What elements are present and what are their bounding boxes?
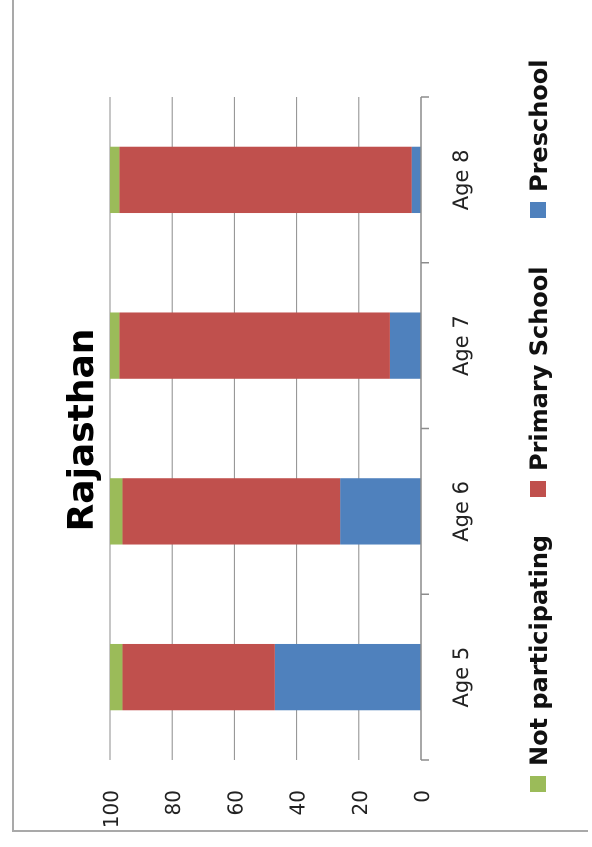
bar-segment-preschool — [389, 312, 421, 379]
legend: Not participating Primary School Preschool — [525, 59, 553, 792]
bar-segment-preschool — [274, 643, 421, 711]
axes — [420, 96, 429, 761]
legend-label: Not participating — [525, 535, 553, 766]
bar-segment-primary-school — [122, 478, 341, 545]
bars — [110, 146, 421, 711]
chart-title: Rajasthan — [61, 329, 102, 532]
y-tick-label: 20 — [348, 790, 372, 815]
x-axis-category-labels: Age 5 Age 6 Age 7 Age 8 — [449, 150, 473, 708]
legend-label: Primary School — [525, 267, 553, 472]
bar-segment-not-participating — [110, 643, 123, 711]
bar-segment-not-participating — [110, 312, 120, 379]
bar-segment-preschool — [411, 146, 421, 214]
y-tick-label: 80 — [161, 790, 185, 815]
y-tick-label: 40 — [286, 790, 310, 815]
y-tick-label: 60 — [223, 790, 247, 815]
bar-segment-preschool — [340, 478, 421, 545]
y-tick-label: 0 — [410, 790, 434, 803]
x-category-label: Age 6 — [449, 481, 473, 542]
bar-segment-primary-school — [119, 146, 412, 214]
y-tick-label: 100 — [99, 790, 123, 828]
x-category-label: Age 8 — [449, 150, 473, 211]
x-category-label: Age 5 — [449, 647, 473, 708]
frame-border — [12, 0, 588, 832]
bar-segment-not-participating — [110, 478, 123, 545]
bar-segment-primary-school — [122, 643, 275, 711]
y-axis-tick-labels: 0 20 40 60 80 100 — [99, 790, 434, 828]
x-category-label: Age 7 — [449, 315, 473, 376]
legend-swatch — [530, 776, 546, 792]
legend-swatch — [530, 202, 546, 218]
legend-label: Preschool — [525, 59, 553, 192]
bar-segment-not-participating — [110, 146, 120, 214]
bar-segment-primary-school — [119, 312, 390, 379]
legend-swatch — [530, 481, 546, 497]
